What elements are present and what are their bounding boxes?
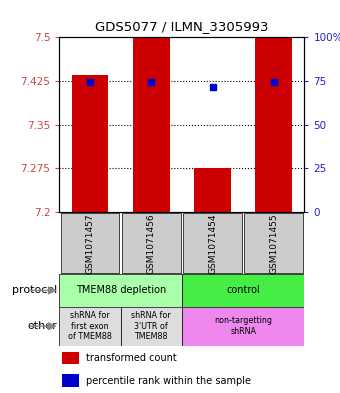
Text: non-targetting
shRNA: non-targetting shRNA bbox=[214, 316, 272, 336]
Text: GSM1071455: GSM1071455 bbox=[269, 213, 278, 274]
Bar bbox=[183, 213, 242, 273]
Text: percentile rank within the sample: percentile rank within the sample bbox=[86, 376, 251, 386]
Bar bbox=[122, 213, 181, 273]
Text: control: control bbox=[226, 285, 260, 296]
Bar bbox=[244, 213, 303, 273]
Bar bbox=[59, 274, 182, 307]
Text: TMEM88 depletion: TMEM88 depletion bbox=[75, 285, 166, 296]
Title: GDS5077 / ILMN_3305993: GDS5077 / ILMN_3305993 bbox=[95, 20, 269, 33]
Bar bbox=[62, 352, 79, 364]
Text: GSM1071457: GSM1071457 bbox=[86, 213, 95, 274]
Bar bbox=[59, 307, 121, 346]
Bar bbox=[62, 374, 79, 387]
Text: shRNA for
first exon
of TMEM88: shRNA for first exon of TMEM88 bbox=[68, 311, 112, 341]
Bar bbox=[194, 169, 231, 212]
Text: shRNA for
3'UTR of
TMEM88: shRNA for 3'UTR of TMEM88 bbox=[132, 311, 171, 341]
Bar bbox=[133, 37, 170, 212]
Text: transformed count: transformed count bbox=[86, 353, 177, 364]
Bar bbox=[182, 307, 304, 346]
Text: GSM1071454: GSM1071454 bbox=[208, 213, 217, 274]
Text: protocol: protocol bbox=[12, 285, 57, 296]
Bar bbox=[61, 213, 119, 273]
Bar bbox=[182, 274, 304, 307]
Bar bbox=[121, 307, 182, 346]
Bar bbox=[255, 37, 292, 212]
Text: GSM1071456: GSM1071456 bbox=[147, 213, 156, 274]
Text: other: other bbox=[27, 321, 57, 331]
Bar bbox=[72, 75, 108, 212]
